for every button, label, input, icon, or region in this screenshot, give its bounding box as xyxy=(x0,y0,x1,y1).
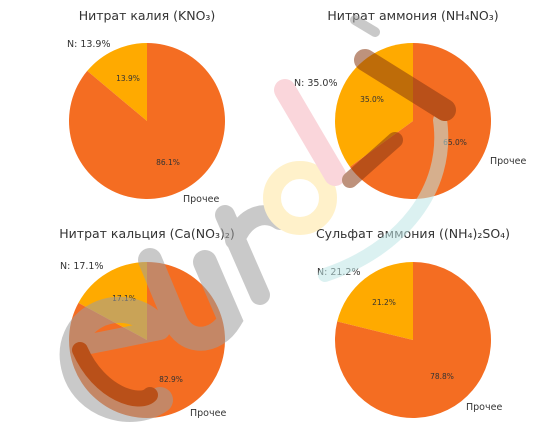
legend-label-nitrogen: N: 35.0% xyxy=(294,78,338,89)
watermark-teal-stroke xyxy=(318,113,449,282)
watermark-letter-e-bar xyxy=(75,320,170,355)
pie-slice-other xyxy=(69,43,226,199)
watermark-brown-stroke-1 xyxy=(354,49,456,121)
pct-label-other: 86.1% xyxy=(156,158,180,167)
chart-title: Нитрат кальция (Ca(NO₃)₂) xyxy=(59,226,234,241)
chart-title: Нитрат калия (KNO₃) xyxy=(79,8,216,23)
watermark-brown-stroke-3 xyxy=(72,342,158,407)
pct-label-other: 82.9% xyxy=(159,375,183,384)
pct-label-nitrogen: 13.9% xyxy=(116,74,140,83)
pie-chart-4: Сульфат аммония ((NH₄)₂SO₄)N: 21.2%Проче… xyxy=(316,226,510,419)
watermark-gray-top-mark xyxy=(350,15,380,37)
legend-label-other: Прочее xyxy=(466,402,502,413)
legend-label-other: Прочее xyxy=(183,194,219,205)
pct-label-nitrogen: 21.2% xyxy=(372,298,396,307)
chart-title: Сульфат аммония ((NH₄)₂SO₄) xyxy=(316,226,510,241)
pie-slice-other xyxy=(349,43,491,199)
pct-label-nitrogen: 35.0% xyxy=(360,95,384,104)
charts-layer: Нитрат калия (KNO₃) N: 13.9% Прочее 13.9% 86… xyxy=(59,8,526,419)
watermark-letter-u xyxy=(138,248,244,351)
watermark-letter-r xyxy=(215,205,290,305)
legend-label-other: Прочее xyxy=(490,156,526,167)
watermark-pink-stroke xyxy=(274,79,346,186)
pct-label-other: 78.8% xyxy=(430,372,454,381)
pie-slice-nitrogen xyxy=(87,43,147,121)
watermark-brown-stroke-2 xyxy=(342,132,403,188)
pie-chart-1: Нитрат калия (KNO₃) N: 13.9% Прочее 13.9% 86… xyxy=(67,8,226,205)
chart-title: Нитрат аммония (NH₄NO₃) xyxy=(327,8,498,23)
eurol-watermark: eurol xyxy=(59,15,456,422)
watermark-letter-e xyxy=(59,296,173,422)
pie-slice-nitrogen xyxy=(337,262,413,340)
legend-label-nitrogen: N: 13.9% xyxy=(67,39,111,50)
legend-label-nitrogen: N: 17.1% xyxy=(60,261,104,272)
pct-label-other: 65.0% xyxy=(443,138,467,147)
legend-label-other: Прочее xyxy=(190,408,226,419)
watermark-letter-o xyxy=(263,161,337,235)
pie-slice-other xyxy=(335,262,492,419)
